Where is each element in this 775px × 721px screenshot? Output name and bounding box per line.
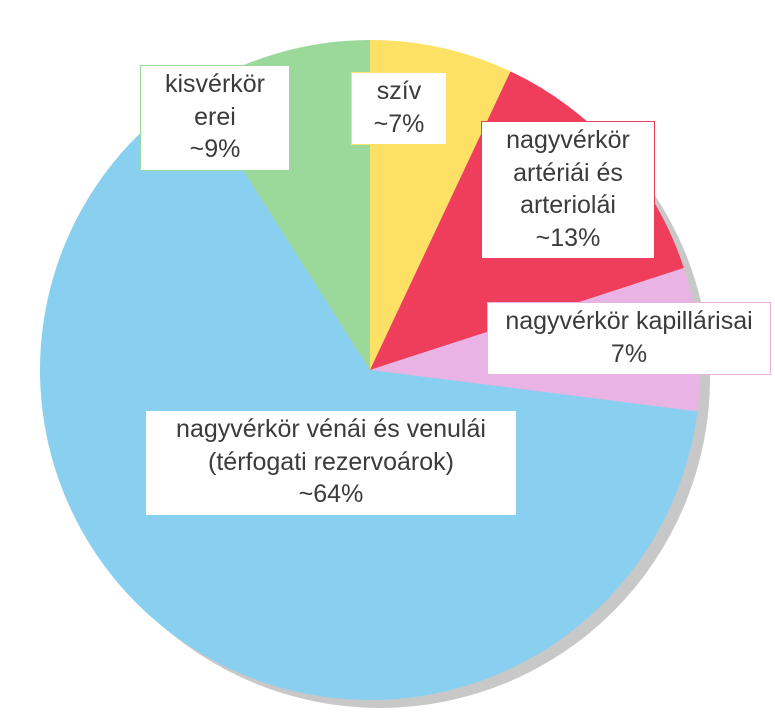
pie-chart-container: szív ~7% nagyvérkör artériái és arteriol… <box>0 0 775 721</box>
label-kisverkor: kisvérkör erei ~9% <box>140 65 290 171</box>
label-sziv: szív ~7% <box>351 72 447 145</box>
label-venak: nagyvérkör vénái és venulái (térfogati r… <box>145 410 517 516</box>
label-arteriak: nagyvérkör artériái és arteriolái ~13% <box>481 121 655 259</box>
label-kapillar: nagyvérkör kapillárisai 7% <box>487 302 771 375</box>
